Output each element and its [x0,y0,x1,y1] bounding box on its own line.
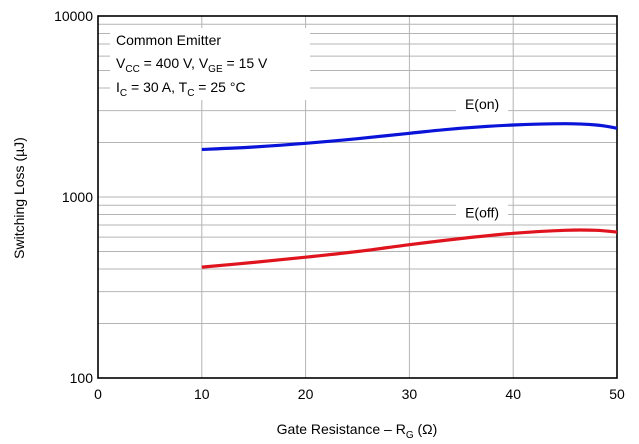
x-axis-label: Gate Resistance – RG (Ω) [277,421,438,441]
series-line-eoff [201,228,618,269]
y-tick-label: 100 [70,370,94,386]
x-tick-label: 30 [402,386,418,402]
x-tick-label: 0 [94,386,102,402]
annotation-line-1: Common Emitter [116,32,221,48]
series-label-bg [456,94,509,113]
series-group: E(on) E(off) [201,94,618,269]
x-axis-ticks: 0 10 20 30 40 50 [94,386,625,402]
x-tick-label: 10 [194,386,210,402]
plot-frame [97,15,618,379]
series-label-bg [456,203,509,222]
y-tick-label: 1000 [62,189,93,205]
conditions-annotation: Common Emitter VCC = 400 V, VGE = 15 V I… [110,28,310,100]
x-tick-label: 20 [298,386,314,402]
series-label: E(off) [465,204,499,220]
x-tick-label: 40 [505,386,521,402]
x-tick-label: 50 [609,386,625,402]
y-axis-ticks: 100 1000 10000 [54,8,93,386]
y-tick-label: 10000 [54,8,93,24]
annotation-line-2: VCC = 400 V, VGE = 15 V [116,55,268,75]
series-label: E(on) [465,96,499,112]
annotation-line-3: IC = 30 A, TC = 25 °C [116,79,246,99]
y-axis-label: Switching Loss (µJ) [11,137,27,259]
series-line-eon [201,122,618,152]
